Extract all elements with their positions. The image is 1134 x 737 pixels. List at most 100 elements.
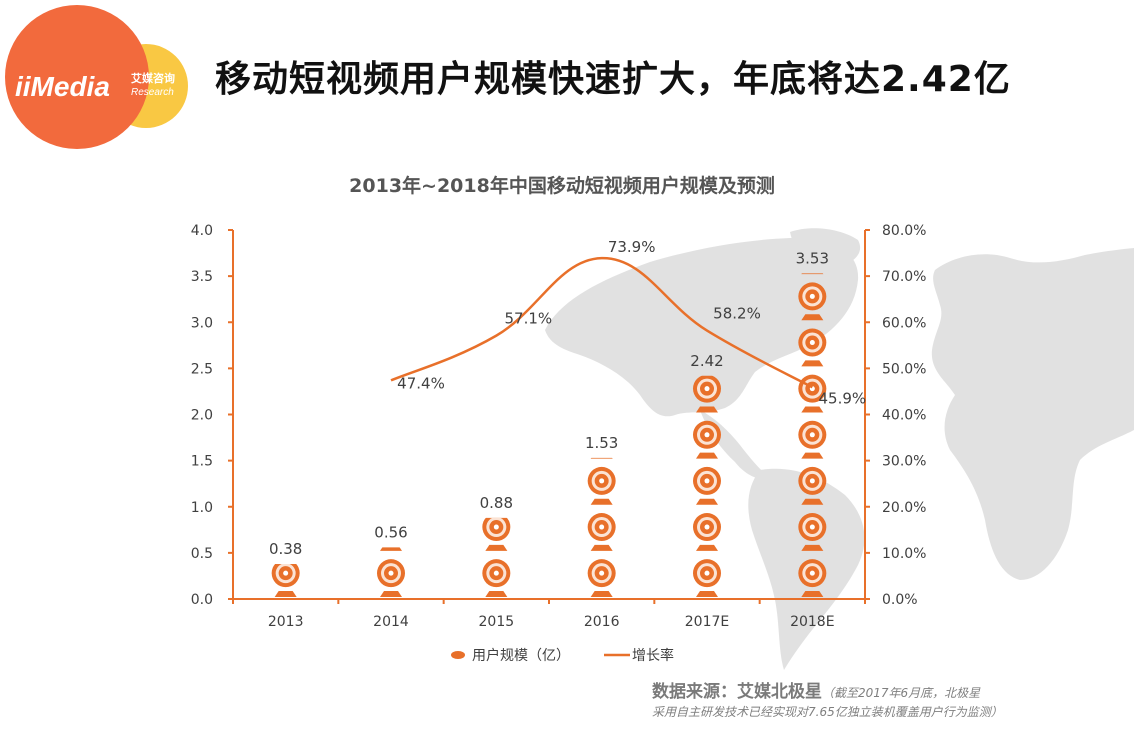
webcam-base: [696, 498, 718, 505]
webcam-base: [380, 547, 402, 551]
page-title: 移动短视频用户规模快速扩大，年底将达2.42亿: [215, 59, 1011, 100]
webcam-lens-dot: [809, 478, 815, 484]
bar-value-label: 0.88: [480, 494, 513, 512]
webcam-lens-dot: [599, 524, 605, 530]
x-axis-tick-label: 2017E: [685, 614, 729, 630]
webcam-lens-dot: [704, 524, 710, 530]
bar-2015: [482, 517, 511, 597]
bar-value-label: 0.38: [269, 540, 302, 558]
webcam-icon: [587, 466, 616, 505]
webcam-base: [801, 314, 824, 321]
webcam-lens-dot: [809, 570, 815, 576]
webcam-base: [801, 360, 824, 367]
webcam-lens-dot: [599, 478, 605, 484]
webcam-icon: [377, 559, 405, 597]
webcam-base: [801, 452, 824, 459]
webcam-lens-dot: [704, 570, 710, 576]
growth-rate-label: 45.9%: [819, 389, 867, 407]
webcam-base: [590, 498, 613, 505]
webcam-lens-dot: [388, 570, 394, 576]
right-axis-tick-label: 70.0%: [882, 269, 926, 285]
legend-users-label: 用户规模（亿）: [472, 647, 570, 664]
bar-value-label: 2.42: [690, 352, 723, 370]
webcam-icon: [693, 559, 721, 597]
logo-en-text: Research: [131, 87, 174, 98]
webcam-lens-dot: [704, 386, 710, 392]
x-axis-tick-label: 2018E: [790, 614, 834, 630]
webcam-icon: [798, 513, 827, 551]
webcam-base: [590, 544, 613, 551]
webcam-base: [485, 591, 508, 597]
left-axis-tick-label: 1.5: [191, 454, 213, 470]
webcam-base: [801, 273, 824, 275]
right-axis-tick-label: 10.0%: [882, 546, 926, 562]
webcam-icon: [693, 513, 721, 551]
webcam-icon: [798, 420, 827, 459]
webcam-icon: [693, 466, 721, 505]
webcam-icon: [271, 563, 300, 597]
webcam-icon: [798, 559, 827, 597]
right-axis-tick-label: 30.0%: [882, 454, 926, 470]
webcam-lens-dot: [599, 570, 605, 576]
source-note-line2: 采用自主研发技术已经实现对7.65亿独立装机覆盖用户行为监测）: [652, 705, 1003, 719]
growth-rate-label: 47.4%: [397, 374, 445, 392]
webcam-icon: [482, 559, 511, 597]
left-axis-tick-label: 2.0: [191, 408, 213, 424]
right-axis-tick-label: 20.0%: [882, 500, 926, 516]
growth-rate-line: [390, 256, 813, 389]
right-axis-tick-label: 0.0%: [882, 592, 918, 608]
logo-cn-text: 艾媒咨询: [131, 71, 175, 85]
webcam-base: [801, 498, 824, 505]
growth-rate-label: 73.9%: [608, 238, 656, 256]
webcam-base: [485, 544, 508, 551]
webcam-base: [696, 544, 718, 551]
bar-2018E: [798, 273, 827, 597]
webcam-base: [696, 406, 718, 413]
chart-title: 2013年~2018年中国移动短视频用户规模及预测: [349, 174, 775, 197]
logo-brand-text: iiMedia: [15, 71, 110, 102]
webcam-icon: [798, 328, 827, 367]
webcam-base: [696, 591, 718, 597]
webcam-icon: [590, 457, 613, 459]
webcam-base: [380, 591, 402, 597]
right-axis-tick-label: 80.0%: [882, 223, 926, 239]
bar-value-label: 0.56: [374, 523, 407, 541]
webcam-lens-dot: [493, 524, 499, 530]
webcam-lens-dot: [704, 432, 710, 438]
bar-2013: [271, 563, 300, 597]
webcam-base: [274, 591, 297, 597]
data-source: 数据来源：艾媒北极星（截至2017年6月底，北极星 采用自主研发技术已经实现对7…: [652, 683, 1127, 722]
bar-value-label: 3.53: [796, 249, 829, 267]
webcam-base: [696, 452, 718, 459]
webcam-icon: [380, 547, 402, 551]
webcam-lens-dot: [704, 478, 710, 484]
webcam-lens-dot: [809, 524, 815, 530]
webcam-lens-dot: [283, 570, 289, 576]
growth-rate-label: 58.2%: [713, 305, 761, 323]
right-axis-tick-label: 40.0%: [882, 408, 926, 424]
webcam-base: [590, 457, 613, 459]
left-axis-tick-label: 3.0: [191, 315, 213, 331]
bar-2014: [377, 547, 405, 597]
left-axis-tick-label: 0.0: [191, 592, 213, 608]
webcam-icon: [798, 466, 827, 505]
x-axis-tick-label: 2015: [479, 614, 515, 630]
webcam-base: [801, 406, 824, 413]
left-axis-tick-label: 2.5: [191, 361, 213, 377]
right-axis-tick-label: 60.0%: [882, 315, 926, 331]
webcam-icon: [482, 517, 511, 551]
left-axis-tick-label: 4.0: [191, 223, 213, 239]
logo-red-circle: [5, 5, 149, 149]
webcam-base: [801, 544, 824, 551]
bar-value-label: 1.53: [585, 434, 618, 452]
bar-2016: [587, 457, 616, 597]
source-note-line1: （截至2017年6月底，北极星: [822, 686, 981, 700]
left-axis-tick-label: 3.5: [191, 269, 213, 285]
source-label: 数据来源：艾媒北极星: [652, 682, 822, 702]
left-axis-tick-label: 1.0: [191, 500, 213, 516]
map-europe-africa: [931, 248, 1134, 580]
webcam-lens-dot: [493, 570, 499, 576]
webcam-icon: [693, 375, 721, 413]
legend-item-users: 用户规模（亿）: [451, 647, 570, 664]
webcam-icon: [693, 420, 721, 459]
